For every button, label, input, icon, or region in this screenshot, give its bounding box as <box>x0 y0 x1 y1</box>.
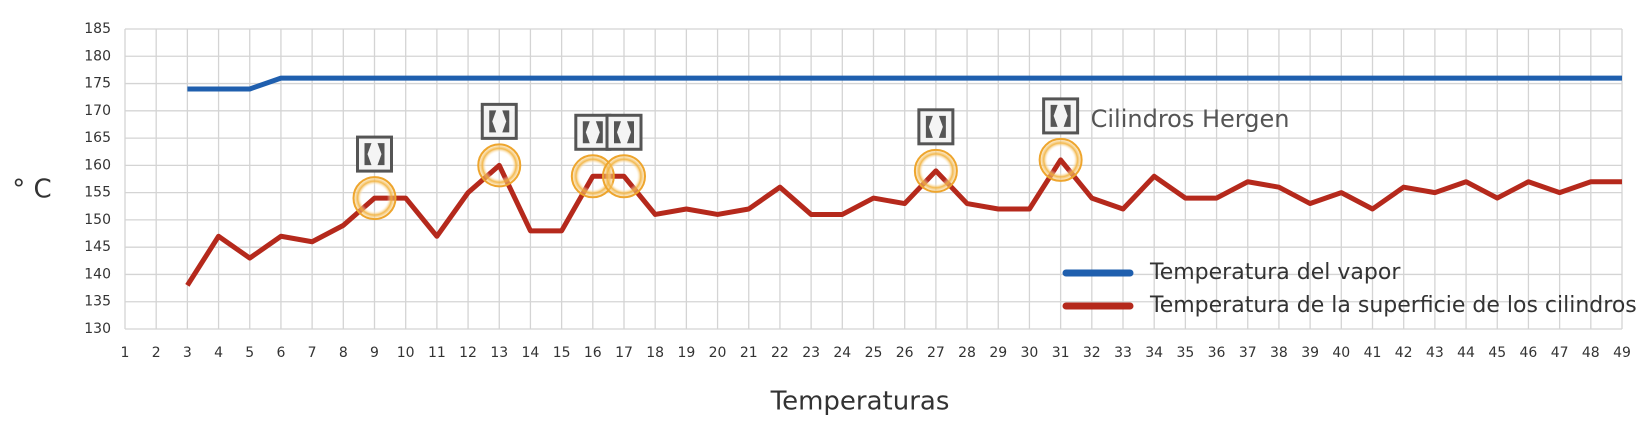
cylinder-icon <box>917 108 955 146</box>
x-tick-label: 44 <box>1457 345 1475 361</box>
x-tick-label: 6 <box>276 345 285 361</box>
x-tick-label: 7 <box>308 345 317 361</box>
x-tick-label: 45 <box>1488 345 1506 361</box>
y-tick-label: 185 <box>84 21 111 37</box>
x-tick-label: 16 <box>584 345 602 361</box>
cylinder-icon <box>605 113 643 151</box>
highlight-ring <box>1038 137 1083 182</box>
y-tick-label: 160 <box>84 157 111 173</box>
icon-shape <box>614 121 634 144</box>
icon-box <box>605 113 643 151</box>
x-tick-label: 25 <box>865 345 883 361</box>
y-tick-label: 135 <box>84 294 111 310</box>
x-tick-label: 12 <box>459 345 477 361</box>
icon-box <box>1042 97 1080 135</box>
x-tick-label: 3 <box>183 345 192 361</box>
y-tick-label: 165 <box>84 130 111 146</box>
icon-shape <box>364 143 385 166</box>
x-tick-label: 33 <box>1114 345 1132 361</box>
y-tick-label: 155 <box>84 185 111 201</box>
icon-shape <box>582 121 603 144</box>
icon-box <box>480 102 518 140</box>
x-tick-label: 26 <box>896 345 914 361</box>
x-tick-label: 24 <box>833 345 851 361</box>
x-tick-label: 32 <box>1083 345 1101 361</box>
y-tick-label: 180 <box>84 48 111 64</box>
x-tick-label: 34 <box>1145 345 1163 361</box>
y-tick-label: 145 <box>84 239 111 255</box>
x-tick-label: 47 <box>1551 345 1569 361</box>
x-tick-label: 37 <box>1239 345 1257 361</box>
x-tick-label: 48 <box>1582 345 1600 361</box>
y-tick-label: 150 <box>84 212 111 228</box>
icon-shape <box>1050 104 1071 127</box>
icon-shape <box>925 115 946 138</box>
highlight-ring <box>913 148 958 193</box>
y-tick-label: 170 <box>84 103 111 119</box>
x-tick-label: 42 <box>1395 345 1413 361</box>
x-tick-label: 1 <box>121 345 130 361</box>
x-tick-label: 28 <box>958 345 976 361</box>
y-tick-label: 140 <box>84 266 111 282</box>
y-tick-label: 130 <box>84 321 111 337</box>
x-tick-label: 5 <box>245 345 254 361</box>
icon-box <box>574 113 612 151</box>
series-line <box>187 75 1622 92</box>
icon-box <box>356 135 393 173</box>
x-axis-label: Temperaturas <box>770 387 950 417</box>
cylinder-icon <box>1042 97 1080 135</box>
highlight-ring <box>352 176 397 221</box>
x-tick-label: 36 <box>1208 345 1226 361</box>
series-line <box>185 157 1622 287</box>
x-tick-label: 19 <box>677 345 695 361</box>
x-tick-label: 43 <box>1426 345 1444 361</box>
x-tick-label: 2 <box>152 345 161 361</box>
highlight-ring <box>477 143 522 188</box>
x-tick-label: 15 <box>553 345 571 361</box>
x-tick-label: 11 <box>428 345 446 361</box>
x-tick-label: 9 <box>370 345 379 361</box>
x-tick-label: 31 <box>1052 345 1070 361</box>
x-tick-label: 22 <box>771 345 789 361</box>
x-tick-label: 17 <box>615 345 633 361</box>
x-tick-label: 38 <box>1270 345 1288 361</box>
x-tick-label: 35 <box>1176 345 1194 361</box>
cylinder-icon <box>574 113 612 151</box>
x-tick-label: 29 <box>989 345 1007 361</box>
x-tick-label: 14 <box>522 345 540 361</box>
annotation-text: Cilindros Hergen <box>1091 105 1290 133</box>
icon-box <box>917 108 955 146</box>
y-tick-label: 175 <box>84 76 111 92</box>
x-tick-label: 13 <box>490 345 508 361</box>
legend-label: Temperatura del vapor <box>1149 260 1401 285</box>
x-tick-label: 18 <box>646 345 664 361</box>
x-tick-label: 39 <box>1301 345 1319 361</box>
x-tick-label: 49 <box>1613 345 1631 361</box>
x-tick-label: 8 <box>339 345 348 361</box>
x-tick-label: 40 <box>1332 345 1350 361</box>
x-tick-label: 21 <box>740 345 758 361</box>
x-tick-label: 10 <box>397 345 415 361</box>
legend-label: Temperatura de la superficie de los cili… <box>1149 293 1637 318</box>
cylinder-icon <box>480 102 518 140</box>
x-tick-label: 20 <box>709 345 727 361</box>
x-tick-label: 27 <box>927 345 945 361</box>
x-tick-label: 41 <box>1364 345 1382 361</box>
cylinder-icon <box>356 135 393 173</box>
x-tick-label: 30 <box>1021 345 1039 361</box>
highlight-ring <box>602 154 646 199</box>
x-tick-label: 46 <box>1520 345 1538 361</box>
icon-shape <box>489 110 510 133</box>
x-tick-label: 4 <box>214 345 223 361</box>
x-tick-label: 23 <box>802 345 820 361</box>
y-axis-label: ° C <box>12 175 51 205</box>
